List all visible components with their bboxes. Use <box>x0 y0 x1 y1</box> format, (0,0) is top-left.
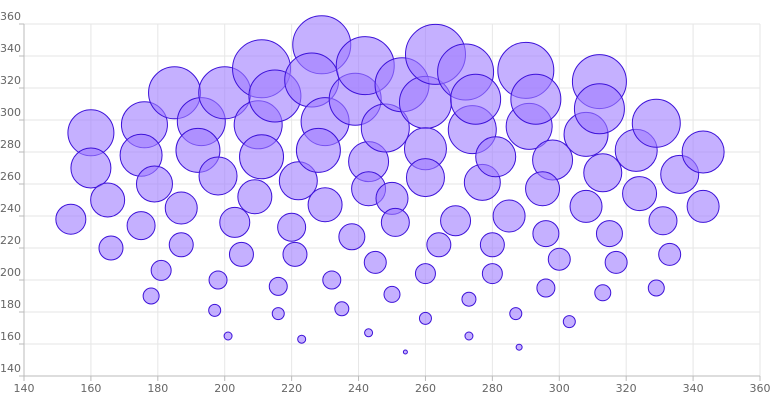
x-tick-label: 300 <box>549 382 570 395</box>
y-tick-label: 160 <box>0 330 21 343</box>
x-tick-label: 200 <box>214 382 235 395</box>
bubble <box>164 191 198 225</box>
bubble <box>547 247 571 271</box>
y-tick-label: 300 <box>0 106 21 119</box>
y-tick-label: 320 <box>0 74 21 87</box>
y-tick-label: 280 <box>0 138 21 151</box>
bubble <box>648 206 678 236</box>
bubble <box>481 263 503 285</box>
x-tick-label: 140 <box>14 382 35 395</box>
y-tick-label: 240 <box>0 202 21 215</box>
bubble <box>277 212 307 242</box>
bubble <box>383 285 401 303</box>
y-tick-label: 140 <box>0 362 21 375</box>
bubble <box>70 147 112 189</box>
bubble <box>237 179 273 215</box>
bubble <box>90 182 126 218</box>
bubble <box>418 311 432 325</box>
bubble <box>569 189 603 223</box>
bubble <box>142 287 160 305</box>
bubble <box>168 232 194 258</box>
bubble <box>509 307 523 321</box>
bubble <box>479 232 505 258</box>
bubble <box>475 136 517 178</box>
x-tick-label: 240 <box>348 382 369 395</box>
y-tick-label: 220 <box>0 234 21 247</box>
bubble <box>208 270 228 290</box>
bubble <box>464 331 474 341</box>
bubble <box>364 328 374 338</box>
bubble <box>98 235 124 261</box>
bubble <box>150 259 172 281</box>
y-tick-label: 180 <box>0 298 21 311</box>
bubble <box>126 211 156 241</box>
bubble <box>414 263 436 285</box>
y-tick-label: 340 <box>0 42 21 55</box>
bubble <box>271 307 285 321</box>
bubble <box>604 250 628 274</box>
bubble <box>363 250 387 274</box>
y-tick-label: 260 <box>0 170 21 183</box>
x-tick-label: 280 <box>482 382 503 395</box>
bubble <box>282 241 308 267</box>
bubble <box>595 220 623 248</box>
bubble <box>334 301 350 317</box>
y-tick-label: 360 <box>0 10 21 23</box>
bubble <box>322 270 342 290</box>
bubble <box>278 161 318 201</box>
bubble <box>338 223 366 251</box>
bubble <box>622 176 658 212</box>
bubble <box>380 207 410 237</box>
bubble <box>295 127 341 173</box>
bubble <box>631 98 681 148</box>
bubble <box>402 349 408 355</box>
bubble <box>515 343 523 351</box>
bubble <box>583 153 623 193</box>
bubble <box>573 83 625 135</box>
bubble <box>492 199 526 233</box>
bubble <box>268 276 288 296</box>
bubble <box>440 205 472 237</box>
bubble <box>223 331 233 341</box>
x-tick-label: 220 <box>281 382 302 395</box>
bubble <box>510 73 562 125</box>
bubble <box>525 171 561 207</box>
bubble <box>405 158 445 198</box>
bubble <box>55 203 87 235</box>
bubble <box>450 73 502 125</box>
bubble <box>658 242 682 266</box>
bubble <box>681 130 725 174</box>
bubble <box>647 279 665 297</box>
bubble <box>228 241 254 267</box>
x-tick-label: 340 <box>683 382 704 395</box>
bubble <box>426 232 452 258</box>
bubble <box>594 284 612 302</box>
bubble <box>198 156 238 196</box>
x-tick-label: 160 <box>80 382 101 395</box>
bubble <box>536 278 556 298</box>
y-tick-label: 200 <box>0 266 21 279</box>
bubble <box>219 206 251 238</box>
bubble <box>686 189 720 223</box>
x-tick-label: 260 <box>415 382 436 395</box>
bubble <box>135 165 173 203</box>
bubble <box>532 220 560 248</box>
x-tick-label: 320 <box>616 382 637 395</box>
bubble <box>461 291 477 307</box>
x-tick-label: 360 <box>750 382 771 395</box>
bubble <box>239 134 285 180</box>
x-tick-label: 180 <box>147 382 168 395</box>
bubble <box>297 334 307 344</box>
bubble <box>562 315 576 329</box>
bubble <box>208 303 222 317</box>
bubble <box>307 187 343 223</box>
